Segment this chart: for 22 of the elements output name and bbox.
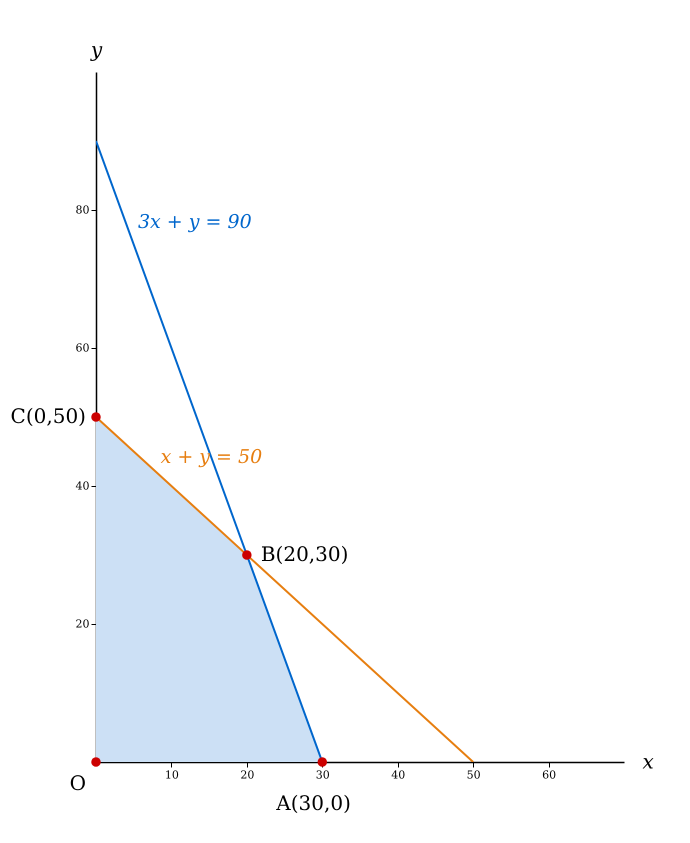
annotation: C(0,50)	[10, 404, 86, 428]
point	[318, 757, 328, 767]
y-tick-label: 80	[76, 204, 90, 216]
x-tick-label: 60	[542, 768, 556, 782]
y-tick-label: 40	[76, 480, 90, 492]
point	[91, 412, 101, 422]
x-tick-label: 50	[466, 768, 481, 782]
point	[91, 757, 101, 767]
x-tick-label: 30	[316, 768, 330, 782]
point	[242, 550, 252, 560]
series-label: x + y = 50	[160, 446, 262, 468]
y-tick-label: 20	[76, 618, 90, 630]
x-axis-title: x	[642, 750, 654, 774]
annotation: O	[70, 771, 86, 795]
annotation: A(30,0)	[275, 791, 351, 815]
y-tick-label: 60	[76, 342, 90, 354]
x-tick-label: 40	[391, 768, 406, 782]
series-label: 3x + y = 90	[138, 211, 252, 234]
x-tick-label: 20	[240, 768, 254, 782]
x-tick-label: 10	[164, 768, 179, 782]
annotation: B(20,30)	[260, 542, 348, 566]
y-axis-title: y	[90, 38, 103, 62]
